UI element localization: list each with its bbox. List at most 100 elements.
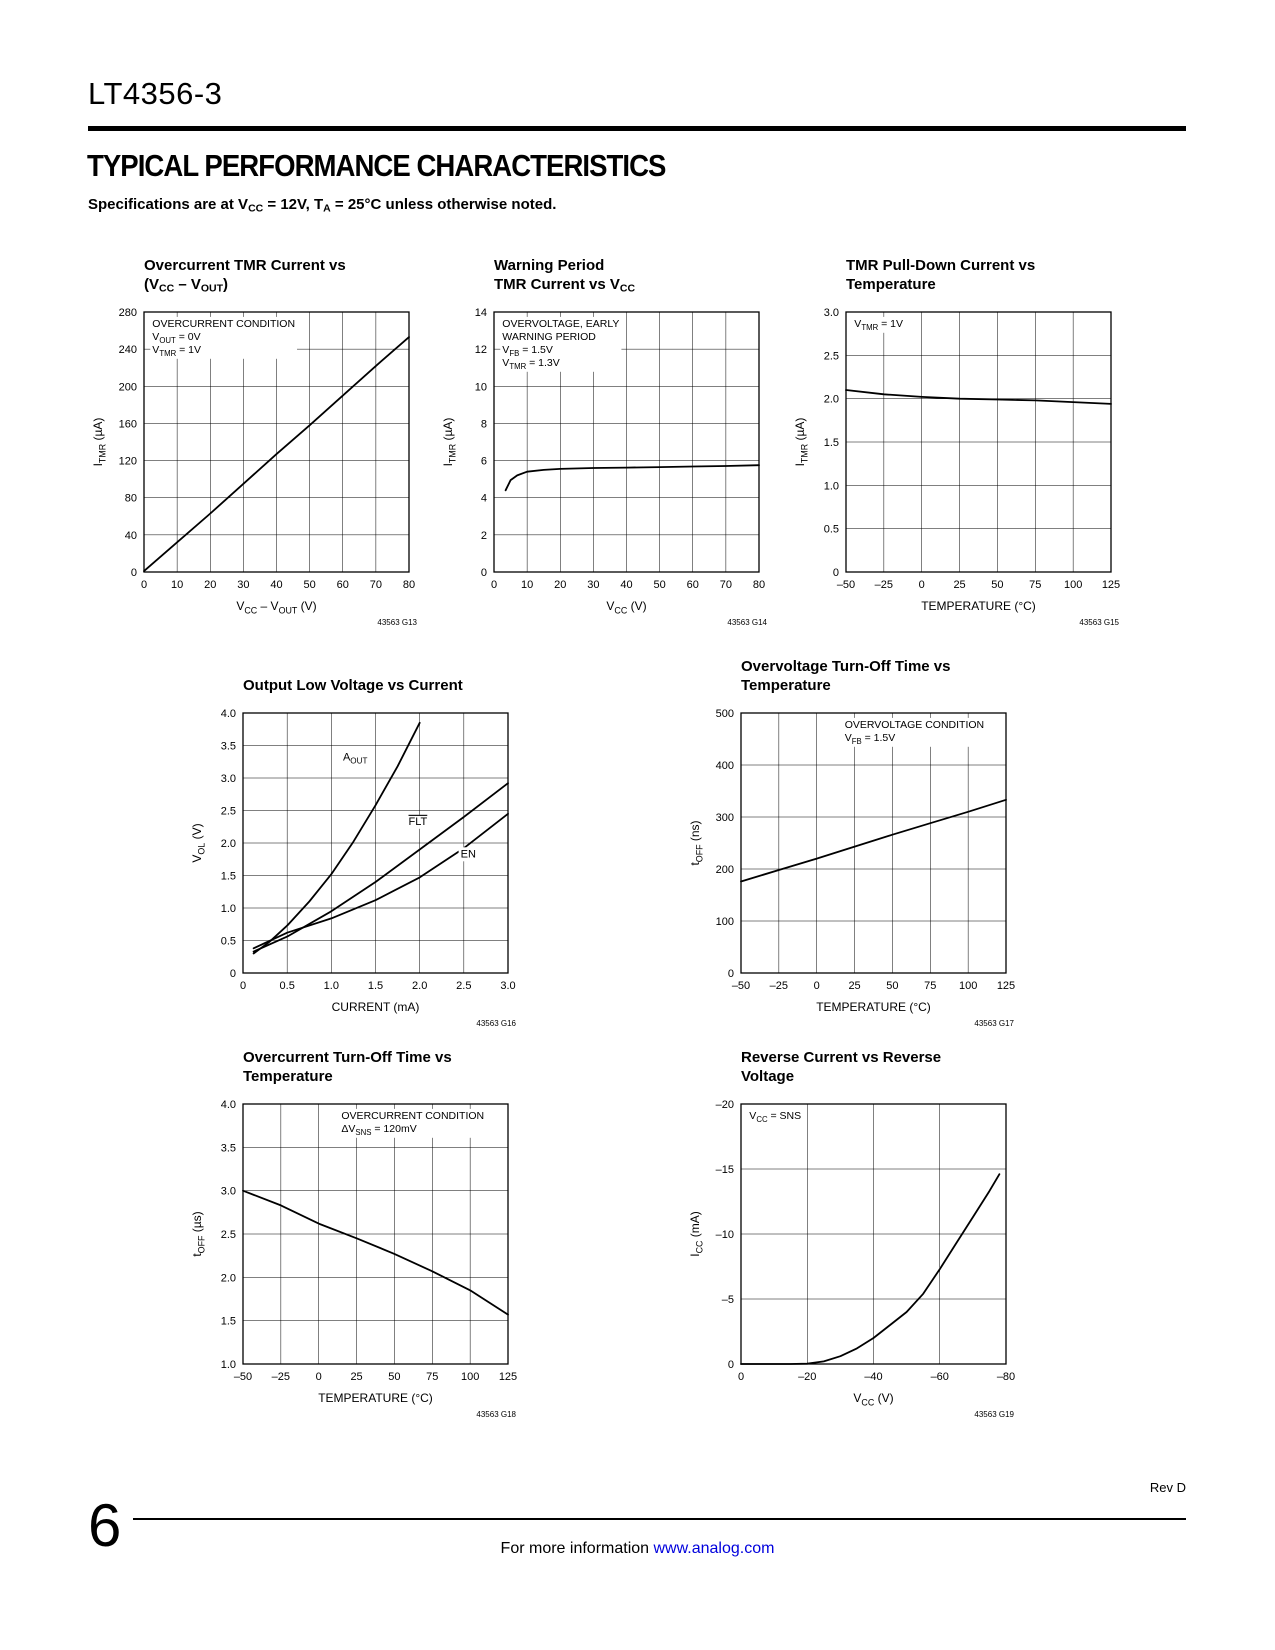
figure-number: 43563 G13 — [377, 618, 417, 627]
analog-website-link[interactable]: www.analog.com — [653, 1540, 775, 1557]
spec-conditions: Specifications are at VCC = 12V, TA = 25… — [88, 196, 557, 215]
svg-text:0: 0 — [738, 1371, 744, 1383]
svg-text:0.5: 0.5 — [280, 980, 295, 992]
svg-text:240: 240 — [119, 344, 137, 356]
svg-text:60: 60 — [687, 579, 699, 591]
svg-text:–25: –25 — [770, 980, 788, 992]
figure-number: 43563 G14 — [727, 618, 767, 627]
svg-text:1.5: 1.5 — [221, 871, 236, 883]
svg-text:60: 60 — [337, 579, 349, 591]
svg-text:VTMR = 1.3V: VTMR = 1.3V — [502, 357, 559, 371]
svg-text:2.0: 2.0 — [221, 838, 236, 850]
svg-text:ITMR (µA): ITMR (µA) — [91, 418, 107, 467]
svg-text:0: 0 — [481, 567, 487, 579]
svg-text:75: 75 — [1029, 579, 1041, 591]
svg-text:2.5: 2.5 — [824, 350, 839, 362]
chart-plot: 0 10 20 30 40 50 60 70 80 0 40 80 120 160 200 240 280 VCC… — [91, 307, 418, 627]
svg-text:0: 0 — [240, 980, 246, 992]
chart-plot: –50 –25 0 25 50 75 100 125 0 0.5 1.0 1.5 2.0 2.5 3.0 TE… — [793, 307, 1120, 627]
svg-text:1.5: 1.5 — [368, 980, 383, 992]
svg-text:0.5: 0.5 — [824, 524, 839, 536]
svg-text:40: 40 — [125, 530, 137, 542]
svg-text:80: 80 — [753, 579, 765, 591]
section-title: TYPICAL PERFORMANCE CHARACTERISTICS — [87, 150, 666, 184]
svg-text:ITMR (µA): ITMR (µA) — [793, 418, 809, 467]
svg-text:–20: –20 — [716, 1099, 734, 1111]
svg-text:VFB = 1.5V: VFB = 1.5V — [502, 344, 553, 358]
curve-label: AOUT — [340, 750, 370, 767]
chart-title: TMR Pull-Down Current vs Temperature — [846, 257, 1036, 293]
svg-text:–25: –25 — [272, 1371, 290, 1383]
svg-text:2.5: 2.5 — [456, 980, 471, 992]
svg-text:–15: –15 — [716, 1164, 734, 1176]
figure-number: 43563 G18 — [476, 1410, 516, 1419]
svg-text:30: 30 — [587, 579, 599, 591]
svg-text:3.0: 3.0 — [500, 980, 515, 992]
svg-text:70: 70 — [720, 579, 732, 591]
svg-text:14: 14 — [475, 307, 487, 319]
svg-text:2: 2 — [481, 530, 487, 542]
chart-overcurrent-turnoff-time: Overcurrent Turn-Off Time vs Temperature –… — [187, 1048, 527, 1427]
svg-text:–10: –10 — [716, 1229, 734, 1241]
svg-text:–5: –5 — [722, 1294, 734, 1306]
chart-annotation: VTMR = 1V — [852, 316, 906, 333]
svg-text:200: 200 — [119, 381, 137, 393]
chart-plot: 0 –20 –40 –60 –80 0 –5 –10 –15 –20 VCC (V) ICC (mA)… — [688, 1099, 1015, 1419]
chart-plot: –50 –25 0 25 50 75 100 125 0 100 200 300 400 500 TEMPE… — [688, 708, 1015, 1028]
svg-text:0: 0 — [728, 968, 734, 980]
svg-text:VCC = SNS: VCC = SNS — [749, 1110, 801, 1124]
svg-text:50: 50 — [991, 579, 1003, 591]
svg-text:30: 30 — [237, 579, 249, 591]
svg-text:4.0: 4.0 — [221, 1099, 236, 1111]
svg-text:3.0: 3.0 — [221, 773, 236, 785]
chart-warning-period-tmr-current: Warning Period TMR Current vs VCC 0 10 20 30 4… — [438, 256, 778, 635]
svg-text:300: 300 — [716, 812, 734, 824]
svg-text:10: 10 — [171, 579, 183, 591]
svg-text:3.5: 3.5 — [221, 741, 236, 753]
svg-text:3.0: 3.0 — [221, 1186, 236, 1198]
svg-text:500: 500 — [716, 708, 734, 720]
part-number: LT4356-3 — [88, 76, 223, 111]
svg-text:0: 0 — [230, 968, 236, 980]
svg-text:1.0: 1.0 — [824, 480, 839, 492]
chart-annotation: VCC = SNS — [747, 1108, 804, 1125]
figure-number: 43563 G16 — [476, 1019, 516, 1028]
svg-text:OVERCURRENT CONDITION: OVERCURRENT CONDITION — [152, 318, 295, 330]
revision-label: Rev D — [1149, 1480, 1186, 1495]
svg-text:VOL (V): VOL (V) — [190, 823, 206, 862]
svg-text:ITMR (µA): ITMR (µA) — [441, 418, 457, 467]
svg-text:VFB = 1.5V: VFB = 1.5V — [845, 732, 896, 746]
svg-text:OVERVOLTAGE CONDITION: OVERVOLTAGE CONDITION — [845, 719, 984, 731]
svg-text:VCC (V): VCC (V) — [853, 1391, 893, 1407]
svg-text:0: 0 — [141, 579, 147, 591]
chart-overvoltage-turnoff-time: Overvoltage Turn-Off Time vs Temperature –… — [685, 657, 1025, 1036]
svg-text:3.0: 3.0 — [824, 307, 839, 319]
chart-plot: 0 0.5 1.0 1.5 2.0 2.5 3.0 0 0.5 1.0 1.5 2.0 2.5 3.0 3.… — [190, 708, 517, 1028]
svg-text:10: 10 — [475, 381, 487, 393]
svg-text:WARNING PERIOD: WARNING PERIOD — [502, 331, 596, 343]
svg-text:0: 0 — [316, 1371, 322, 1383]
figure-number: 43563 G19 — [974, 1410, 1014, 1419]
svg-text:120: 120 — [119, 456, 137, 468]
svg-text:25: 25 — [953, 579, 965, 591]
curve-label: EN — [458, 847, 478, 862]
svg-text:tOFF (ns): tOFF (ns) — [688, 820, 704, 865]
svg-text:–60: –60 — [931, 1371, 949, 1383]
chart-title: Overcurrent TMR Current vs (VCC – VOUT) — [144, 257, 346, 295]
svg-text:–40: –40 — [864, 1371, 882, 1383]
svg-text:–80: –80 — [997, 1371, 1015, 1383]
svg-text:40: 40 — [620, 579, 632, 591]
svg-text:400: 400 — [716, 760, 734, 772]
svg-text:EN: EN — [461, 848, 476, 860]
svg-text:1.0: 1.0 — [324, 980, 339, 992]
svg-text:3.5: 3.5 — [221, 1142, 236, 1154]
svg-text:OVERVOLTAGE, EARLY: OVERVOLTAGE, EARLY — [502, 318, 619, 330]
svg-text:OVERCURRENT CONDITION: OVERCURRENT CONDITION — [341, 1110, 484, 1122]
svg-text:50: 50 — [304, 579, 316, 591]
footer-text: For more information — [500, 1540, 654, 1557]
svg-text:0: 0 — [833, 567, 839, 579]
svg-text:–50: –50 — [234, 1371, 252, 1383]
